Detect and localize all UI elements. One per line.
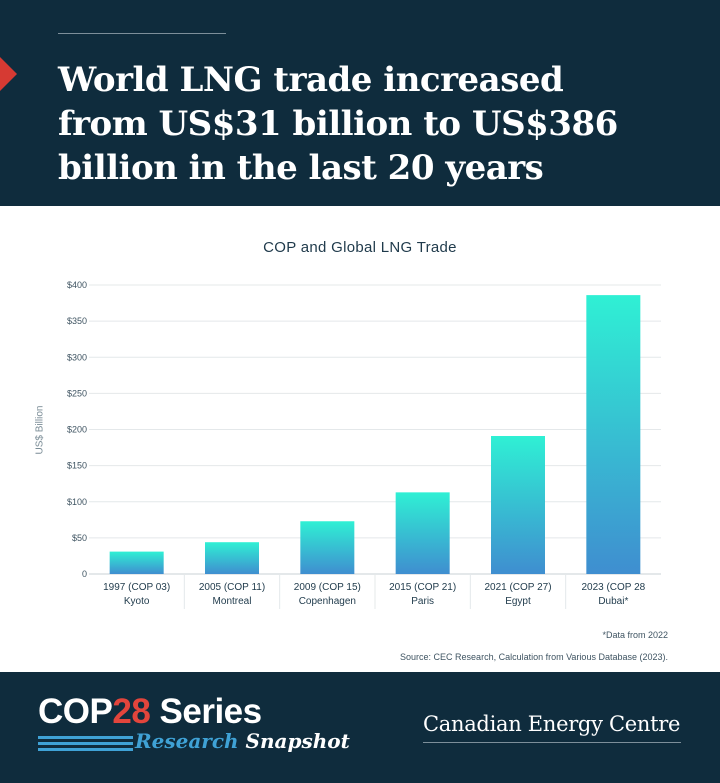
bar-chart: 0 $50 $100 $150 $200 $250 $300 $350 $400 1997 (CO… (67, 280, 661, 609)
logo-28: 28 (112, 692, 151, 731)
bar (109, 551, 164, 574)
y-tick-label: $350 (67, 316, 87, 326)
headline-line-1: World LNG trade increased (58, 60, 564, 100)
y-tick-label: $200 (67, 425, 87, 435)
logo-series: Series (159, 692, 263, 731)
x-tick-label: 2023 (COP 28 (581, 582, 645, 593)
org-logo-text: Canadian Energy Centre (423, 712, 681, 736)
logo-title: COP28 Series (38, 692, 262, 732)
y-tick-label: 0 (82, 569, 87, 579)
x-tick-label: 2005 (COP 11) (199, 582, 265, 593)
bar (491, 436, 545, 574)
y-tick-label: $150 (67, 461, 87, 471)
bar (586, 295, 641, 574)
chart-area: COP and Global LNG Trade US$ Billion 0 $5… (0, 206, 720, 672)
org-logo-rule (423, 742, 681, 743)
chart-title: COP and Global LNG Trade (263, 239, 457, 256)
x-tick-label: Paris (411, 596, 434, 607)
header-banner: World LNG trade increased from US$31 bil… (0, 0, 720, 206)
y-tick-label: $300 (67, 352, 87, 362)
y-tick-label: $250 (67, 388, 87, 398)
y-tick-label: $400 (67, 280, 87, 290)
headline: World LNG trade increased from US$31 bil… (58, 58, 698, 190)
bar (395, 492, 450, 574)
x-tick-label: Montreal (213, 596, 252, 607)
logo-snapshot: Snapshot (245, 729, 350, 753)
y-tick-label: $100 (67, 497, 87, 507)
header-rule (58, 33, 226, 34)
logo-research: Research (135, 729, 239, 753)
source-note: Source: CEC Research, Calculation from V… (400, 652, 668, 662)
y-tick-label: $50 (72, 533, 87, 543)
x-tick-label: 2009 (COP 15) (294, 582, 361, 593)
x-tick-label: Kyoto (124, 596, 150, 607)
x-tick-label: 2021 (COP 27) (484, 582, 551, 593)
x-tick-label: Egypt (505, 596, 531, 607)
logo-stripes (38, 736, 133, 754)
logo-cop: COP (38, 692, 113, 731)
headline-line-2: from US$31 billion to US$386 (58, 104, 618, 144)
x-tick-label: Dubai* (598, 596, 628, 607)
x-tick-label: 1997 (COP 03) (103, 582, 170, 593)
x-tick-label: Copenhagen (299, 596, 356, 607)
logo-subtitle: Research Snapshot (135, 728, 350, 754)
bar (205, 542, 259, 574)
x-tick-label: 2015 (COP 21) (389, 582, 456, 593)
headline-line-3: billion in the last 20 years (58, 148, 544, 188)
footnote: *Data from 2022 (602, 630, 668, 640)
red-arrow-icon (0, 57, 17, 91)
footer-banner: COP28 Series Research Snapshot Canadian … (0, 672, 720, 783)
bar (300, 521, 355, 574)
